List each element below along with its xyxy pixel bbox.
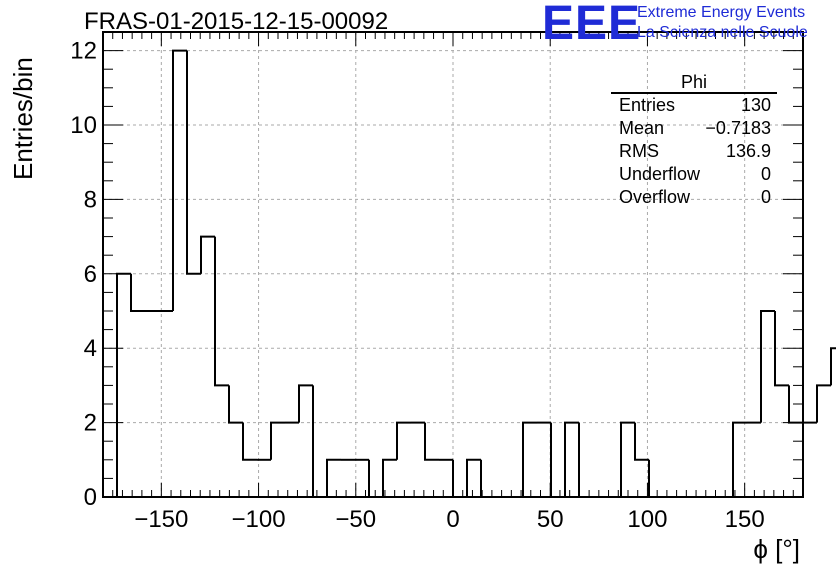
stats-label: RMS — [619, 141, 659, 161]
stats-label: Mean — [619, 118, 665, 138]
y-tick-label: 10 — [70, 112, 97, 139]
histogram-bin — [564, 421, 579, 497]
x-axis-label: ϕ [°] — [753, 534, 800, 564]
histogram-bin — [732, 421, 747, 497]
stats-value: 130 — [740, 95, 771, 115]
stats-label: Underflow — [619, 164, 701, 184]
stats-row-mean: Mean −0.7183 — [611, 117, 777, 140]
histogram-bin — [522, 421, 537, 497]
histogram-bin — [480, 459, 495, 498]
y-tick-label: 2 — [84, 410, 97, 437]
chart-title: FRAS-01-2015-12-15-00092 — [84, 8, 389, 35]
histogram-bin — [620, 421, 635, 497]
histogram-bin — [830, 347, 836, 386]
histogram-bin — [550, 422, 565, 498]
histogram-bin — [648, 459, 663, 498]
histogram-bin — [634, 422, 649, 461]
histogram-bin — [130, 273, 145, 312]
x-tick-label: −100 — [232, 506, 286, 533]
y-tick-label: 0 — [84, 484, 97, 511]
histogram-bin — [578, 422, 593, 498]
stats-row-rms: RMS 136.9 — [611, 140, 777, 163]
histogram-bin — [396, 421, 411, 460]
stats-value: −0.7183 — [705, 118, 771, 138]
histogram-bin — [228, 385, 243, 424]
histogram-bin — [214, 236, 229, 387]
histogram-bin — [452, 459, 467, 498]
axis-ticks — [103, 31, 803, 498]
y-tick-label: 8 — [84, 186, 97, 213]
histogram-bin — [368, 459, 383, 498]
y-tick-label: 12 — [70, 38, 97, 65]
histogram-bin — [172, 49, 187, 311]
x-tick-label: −150 — [134, 506, 188, 533]
histogram-bin — [312, 385, 327, 498]
y-tick-label: 4 — [84, 335, 97, 362]
histogram-bin — [816, 384, 831, 423]
histogram-bin — [382, 458, 397, 497]
histogram-bin — [760, 310, 775, 423]
y-axis-label: Entries/bin — [8, 57, 38, 180]
tick-labels: −150 −100 −50 0 50 100 150 0 2 4 6 8 10 12 — [70, 38, 764, 533]
stats-value: 0 — [760, 187, 771, 207]
histogram-bin — [242, 422, 257, 461]
logo-line-2: La Scienza nelle Scuole — [637, 24, 808, 41]
x-tick-label: −50 — [335, 506, 376, 533]
histogram-bin — [326, 458, 341, 497]
histogram-bin — [466, 458, 481, 497]
x-tick-label: 0 — [446, 506, 459, 533]
y-tick-label: 6 — [84, 261, 97, 288]
stats-label: Entries — [619, 95, 676, 115]
x-tick-label: 150 — [725, 506, 765, 533]
stats-box: Phi Entries 130 Mean −0.7183 RMS 136.9 U… — [611, 72, 777, 209]
histogram-bin — [298, 384, 313, 423]
stats-row-underflow: Underflow 0 — [611, 163, 777, 186]
stats-row-overflow: Overflow 0 — [611, 186, 777, 209]
grid-lines — [103, 32, 803, 498]
histogram-bin — [424, 422, 439, 461]
histogram-bin — [186, 50, 201, 275]
eee-logo: EEE — [542, 0, 642, 50]
stats-value: 0 — [760, 164, 771, 184]
logo-line-1: Extreme Energy Events — [637, 4, 806, 21]
stats-label: Overflow — [619, 187, 691, 207]
x-tick-label: 50 — [537, 506, 564, 533]
histogram-bin — [116, 272, 131, 497]
histogram-bin — [200, 235, 215, 274]
stats-row-entries: Entries 130 — [611, 94, 777, 117]
histogram-bin — [270, 421, 285, 460]
stats-name: Phi — [611, 72, 777, 94]
histogram-bin — [774, 311, 789, 387]
x-tick-label: 100 — [627, 506, 667, 533]
stats-value: 136.9 — [725, 141, 771, 161]
